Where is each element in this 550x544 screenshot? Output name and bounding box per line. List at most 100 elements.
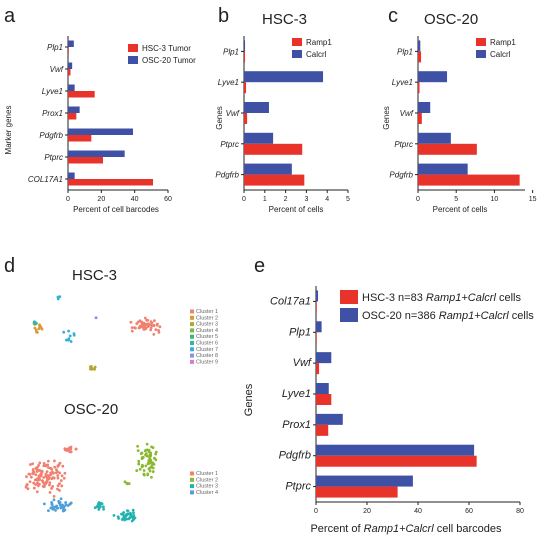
hsc3-point <box>144 326 148 330</box>
osc20-point <box>61 464 65 468</box>
hsc3-point <box>146 322 150 326</box>
hsc3-point <box>146 325 150 329</box>
a-bar-series1 <box>68 135 92 142</box>
hsc3-point <box>140 321 144 325</box>
osc20-point <box>55 468 58 472</box>
osc20-point <box>56 476 60 480</box>
panel-e-xlabel: Percent of Ramp1+Calcrl cell barcodes <box>310 523 502 535</box>
c-category-label: Vwf <box>400 109 414 118</box>
osc20-point <box>126 509 130 513</box>
a-category-label: Lyve1 <box>42 87 63 96</box>
tsne-osc20 <box>24 442 158 523</box>
panel-e-ylabel: Genes <box>243 383 255 416</box>
hsc3-point <box>146 318 150 322</box>
e-legend-label-post: cells <box>509 310 535 322</box>
osc20-point <box>43 481 47 485</box>
a-category-label: Ptprc <box>44 153 63 162</box>
hsc3-point <box>69 340 73 343</box>
hsc3-point <box>33 326 37 330</box>
osc20-point <box>131 508 135 512</box>
osc20-point <box>69 501 73 505</box>
c-bar-series1 <box>418 174 520 186</box>
b-bar-series1 <box>244 51 246 63</box>
osc20-point <box>126 512 130 516</box>
osc20-point <box>136 444 139 448</box>
osc20-point <box>154 458 158 462</box>
b-category-label: Vwf <box>226 109 240 118</box>
osc20-point <box>33 478 37 482</box>
osc20-point <box>49 466 53 470</box>
c-bar-series1 <box>418 51 422 63</box>
osc20-point <box>49 473 53 476</box>
hsc3-point <box>67 337 71 341</box>
a-bar-series2 <box>68 62 73 69</box>
e-category-label: Prox1 <box>282 419 311 431</box>
e-x-tick-label: 60 <box>465 508 473 515</box>
panel-b-ylabel: Genes <box>215 106 224 130</box>
b-bar-series2 <box>244 40 246 52</box>
osc20-point <box>35 470 39 473</box>
osc20-point <box>140 463 144 467</box>
e-x-tick-label: 20 <box>363 508 371 515</box>
osc20-point <box>58 500 62 504</box>
osc20-point <box>144 464 148 468</box>
a-bar-series2 <box>68 172 75 179</box>
hsc3-point <box>88 367 92 371</box>
hsc3-point <box>93 365 97 369</box>
osc20-point <box>31 469 35 472</box>
b-x-tick-label: 1 <box>263 196 267 203</box>
osc20-point <box>50 487 53 490</box>
panel-b-xlabel: Percent of cells <box>269 205 324 214</box>
osc20-point <box>60 504 63 508</box>
hsc3-point <box>35 330 39 334</box>
hsc3-point <box>33 320 37 324</box>
e-bar-series2 <box>316 352 332 364</box>
e-category-label: Lyve1 <box>282 388 311 400</box>
osc20-point <box>31 471 35 475</box>
c-legend-label: Calcrl <box>490 50 511 59</box>
osc20-point <box>25 475 28 479</box>
a-bar-series1 <box>68 69 71 76</box>
osc20-point <box>102 507 105 511</box>
osc20-point <box>138 467 142 471</box>
e-legend-label-pre: OSC-20 n=386 <box>362 310 439 322</box>
b-bar-series2 <box>244 102 269 113</box>
osc20-point <box>123 515 127 519</box>
hsc3-point <box>72 332 76 336</box>
osc20-cluster-swatch <box>190 471 194 476</box>
osc20-point <box>149 465 153 469</box>
osc20-point <box>48 483 51 487</box>
osc20-point <box>38 478 42 482</box>
b-bar-series1 <box>244 82 247 94</box>
osc20-point <box>64 503 68 507</box>
a-bar-series2 <box>68 84 75 91</box>
hsc3-point <box>135 322 139 326</box>
panel-letter-c: c <box>388 5 398 27</box>
e-legend-label-ital: Ramp1+Calcrl <box>426 292 497 304</box>
osc20-point <box>66 504 70 507</box>
osc20-point <box>137 462 141 466</box>
osc20-point <box>128 516 132 520</box>
b-category-label: Plp1 <box>223 47 239 56</box>
e-x-tick-label: 0 <box>314 508 318 515</box>
osc20-point <box>64 501 68 504</box>
e-bar-series2 <box>316 444 475 456</box>
osc20-point <box>42 464 46 468</box>
c-category-label: Pdgfrb <box>389 171 413 180</box>
osc20-point <box>32 481 36 485</box>
b-x-tick-label: 2 <box>284 196 288 203</box>
osc20-point <box>147 450 151 453</box>
a-bar-series1 <box>68 113 77 120</box>
b-legend-label: Calcrl <box>306 50 327 59</box>
osc20-point <box>31 462 35 466</box>
a-category-label: COL17A1 <box>28 175 63 184</box>
panel-d-title-top: HSC-3 <box>72 267 117 284</box>
legend-a: HSC-3 Tumor OSC-20 Tumor <box>128 44 196 65</box>
b-bar-series1 <box>244 174 305 186</box>
osc20-cluster-label: Cluster 4 <box>196 490 218 496</box>
osc20-point <box>52 494 56 498</box>
a-bar-series2 <box>68 40 74 47</box>
e-legend-swatch <box>340 308 358 322</box>
panel-c-ylabel: Genes <box>382 106 391 130</box>
